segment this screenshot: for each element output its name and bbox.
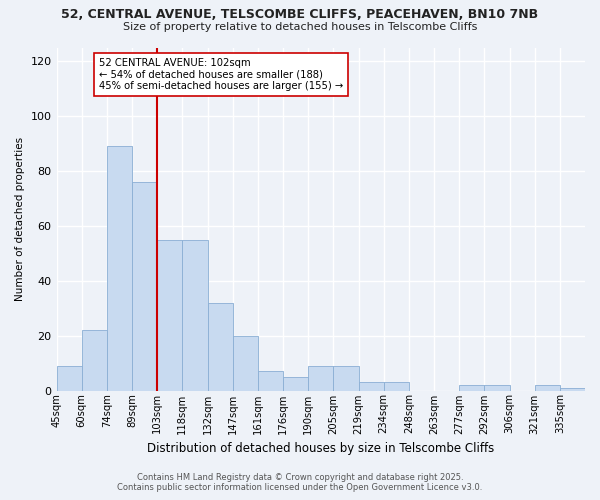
Bar [208,302,233,390]
Bar [535,385,560,390]
Bar [233,336,258,390]
Text: Size of property relative to detached houses in Telscombe Cliffs: Size of property relative to detached ho… [123,22,477,32]
Text: 52, CENTRAL AVENUE, TELSCOMBE CLIFFS, PEACEHAVEN, BN10 7NB: 52, CENTRAL AVENUE, TELSCOMBE CLIFFS, PE… [61,8,539,20]
Bar [459,385,484,390]
Bar [283,377,308,390]
Text: 52 CENTRAL AVENUE: 102sqm
← 54% of detached houses are smaller (188)
45% of semi: 52 CENTRAL AVENUE: 102sqm ← 54% of detac… [99,58,343,91]
Bar [484,385,509,390]
Bar [308,366,334,390]
Y-axis label: Number of detached properties: Number of detached properties [15,137,25,301]
Bar [383,382,409,390]
X-axis label: Distribution of detached houses by size in Telscombe Cliffs: Distribution of detached houses by size … [147,442,494,455]
Bar [107,146,132,390]
Bar [258,372,283,390]
Bar [157,240,182,390]
Bar [132,182,157,390]
Bar [56,366,82,390]
Bar [359,382,383,390]
Bar [182,240,208,390]
Bar [560,388,585,390]
Bar [82,330,107,390]
Text: Contains HM Land Registry data © Crown copyright and database right 2025.
Contai: Contains HM Land Registry data © Crown c… [118,473,482,492]
Bar [334,366,359,390]
